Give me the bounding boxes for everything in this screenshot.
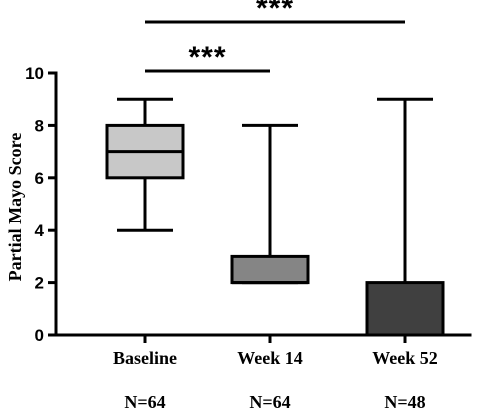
sample-size-label: N=64 [124, 392, 165, 411]
x-category-label: Baseline [113, 348, 177, 368]
boxes [105, 97, 445, 337]
x-category-label: Week 52 [372, 348, 438, 368]
iqr-box [365, 281, 445, 337]
significance-label: *** [256, 0, 294, 25]
y-axis-title: Partial Mayo Score [5, 133, 25, 282]
category-labels: Baseline N=64 Week 14 N=64 Week 52 N=48 [113, 348, 438, 411]
sample-size-label: N=48 [384, 392, 425, 411]
significance-annotations: *** *** [145, 0, 405, 74]
box-group-week-14 [230, 123, 310, 285]
y-tick-label: 0 [35, 326, 44, 345]
y-tick-label: 4 [35, 221, 45, 240]
iqr-box [230, 254, 310, 285]
y-tick-label: 10 [25, 64, 44, 83]
y-tick-label: 8 [35, 116, 44, 135]
significance-label: *** [188, 41, 226, 74]
x-category-label: Week 14 [237, 348, 303, 368]
y-tick-label: 6 [35, 169, 44, 188]
box-group-week-52 [365, 97, 445, 337]
sample-size-label: N=64 [249, 392, 290, 411]
box-group-baseline [105, 97, 185, 232]
y-tick-label: 2 [35, 274, 44, 293]
